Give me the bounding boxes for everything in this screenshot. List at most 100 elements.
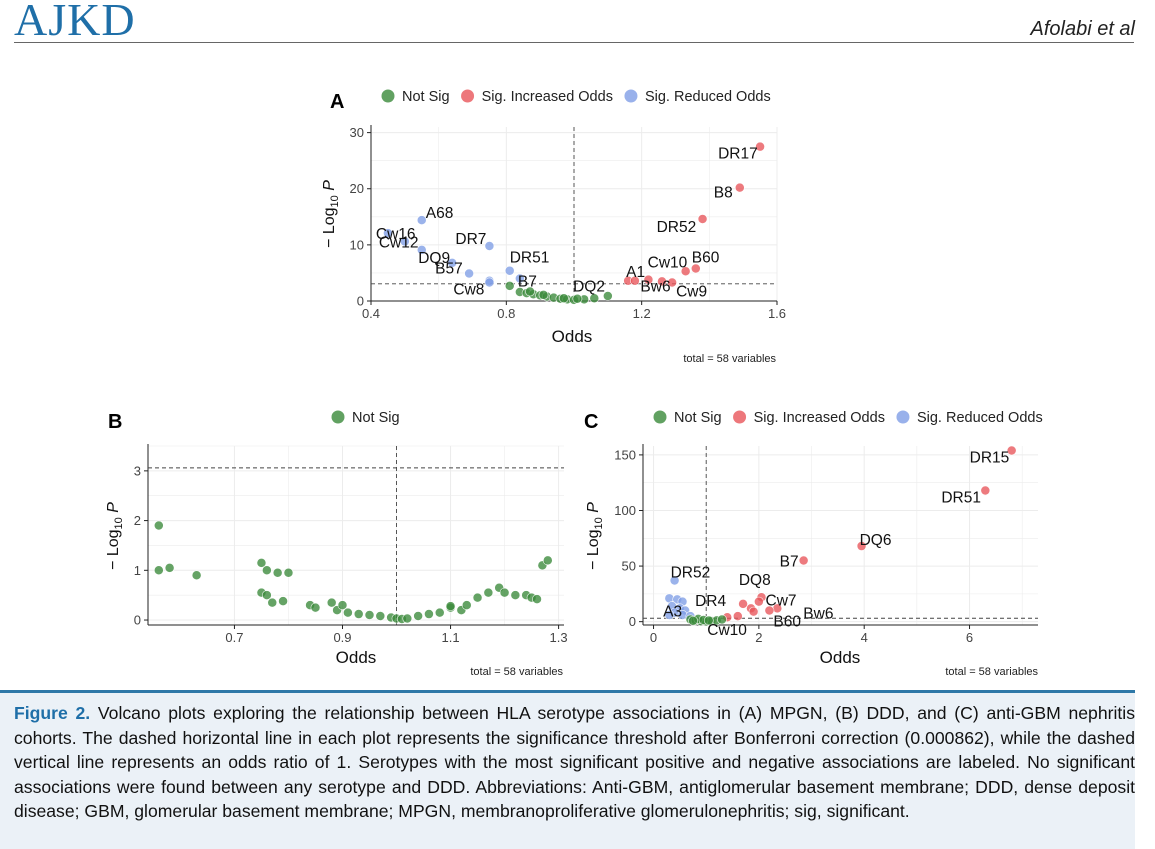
panel-a-point-label-dq9: DQ9 <box>418 250 450 267</box>
panel-b-data-point-41 <box>445 601 456 612</box>
panel-b-data-point-19 <box>364 610 375 621</box>
panel-a-point-label-dr52: DR52 <box>657 219 697 236</box>
panel-a-point-label-b8: B8 <box>714 185 733 202</box>
panel-a-x-tick-label-2: 1.2 <box>633 306 651 321</box>
panel-b-total-note: total = 58 variables <box>470 666 563 678</box>
panel-a-point-label-dr17: DR17 <box>718 146 758 163</box>
panel-a-y-tick-label-1: 10 <box>350 237 364 252</box>
panel-a-total-note: total = 58 variables <box>683 353 776 365</box>
panel-a-data-point-1 <box>734 182 745 193</box>
panel-c-data-point-10 <box>764 605 775 616</box>
panel-a-data-point-16 <box>504 265 515 276</box>
panel-a-point-label-a1: A1 <box>626 264 645 281</box>
author-running-head: Afolabi et al <box>1030 18 1135 40</box>
panel-b-x-tick-label-0: 0.7 <box>225 630 243 645</box>
panel-c-x-tick-label-1: 2 <box>755 630 762 645</box>
panel-a-x-tick-label-1: 0.8 <box>497 306 515 321</box>
panel-b-data-point-5 <box>261 565 272 576</box>
panel-a-point-label-dq2: DQ2 <box>573 278 605 295</box>
panel-c-point-label-dr15: DR15 <box>970 449 1010 466</box>
panel-c-data-point-6 <box>738 598 749 609</box>
panel-c-x-tick-label-0: 0 <box>650 630 657 645</box>
panel-c-point-label-dq6: DQ6 <box>860 532 892 549</box>
panel-b-data-point-14 <box>326 597 337 608</box>
panel-b-data-point-31 <box>472 592 483 603</box>
panel-c-data-point-30 <box>717 614 727 625</box>
panel-c-y-tick-label-0: 0 <box>629 614 636 629</box>
panel-b-x-axis-title: Odds <box>336 648 377 667</box>
panel-b-y-tick-label-0: 0 <box>134 613 141 628</box>
caption-text: Volcano plots exploring the relationship… <box>14 703 1135 821</box>
panel-c-legend-marker-1 <box>733 410 747 424</box>
panel-b-data-point-6 <box>272 567 283 578</box>
panel-b-data-point-38 <box>532 594 542 605</box>
panel-a-point-label-b7: B7 <box>518 274 537 291</box>
panel-b-x-tick-label-2: 1.1 <box>442 630 460 645</box>
panel-a-data-point-19 <box>464 268 475 279</box>
panel-a-point-label-cw12: Cw12 <box>379 235 419 252</box>
panel-c-point-label-b7: B7 <box>780 554 799 571</box>
panel-b-data-point-26 <box>423 609 434 620</box>
panel-c-data-point-21 <box>664 610 675 620</box>
panel-a-x-tick-label-0: 0.4 <box>362 306 380 321</box>
panel-b-y-axis-title: − Log10 P <box>105 502 125 570</box>
panel-a-legend-label-2: Sig. Reduced Odds <box>645 89 771 105</box>
panel-a-point-label-a68: A68 <box>426 205 454 222</box>
panel-a-data-point-13 <box>416 244 427 255</box>
panel-c-y-tick-label-1: 50 <box>622 559 636 574</box>
panel-b-data-point-0 <box>153 520 164 531</box>
panel-a-data-point-15 <box>447 257 458 268</box>
panel-c-legend-label-2: Sig. Reduced Odds <box>917 410 1043 426</box>
panel-c-data-point-3 <box>798 555 809 566</box>
panel-a-point-label-b60: B60 <box>692 249 720 266</box>
panel-b-data-point-40 <box>542 555 553 566</box>
panel-c-data-point-9 <box>748 606 759 617</box>
panel-b-data-point-4 <box>256 557 267 568</box>
panel-a-point-label-cw10: Cw10 <box>648 254 688 271</box>
panel-a-data-point-36 <box>572 293 583 304</box>
panel-c-point-label-dr52: DR52 <box>671 565 711 582</box>
panel-c-point-label-cw7: Cw7 <box>766 593 797 610</box>
panel-a-data-point-2 <box>697 214 708 225</box>
panel-a-grid <box>370 127 778 302</box>
panel-b-data-point-3 <box>191 570 202 581</box>
panel-a-point-label-dr7: DR7 <box>455 231 486 248</box>
panel-b-data-point-35 <box>510 590 521 601</box>
panel-a-points <box>382 141 766 305</box>
panel-a-data-point-11 <box>382 228 393 239</box>
panel-a-data-point-37 <box>558 293 569 304</box>
panel-b-data-point-11 <box>278 596 289 607</box>
panel-a-legend-label-0: Not Sig <box>402 89 450 105</box>
panel-b-data-point-24 <box>402 613 413 624</box>
panel-c-y-axis-title: − Log10 P <box>585 502 605 570</box>
panel-c-data-point-13 <box>669 575 680 586</box>
panel-c-point-label-a3: A3 <box>663 604 682 621</box>
panel-c-total-note: total = 58 variables <box>945 666 1038 678</box>
panel-b-data-point-7 <box>283 567 294 578</box>
panel-b-y-tick-label-1: 1 <box>134 563 141 578</box>
panel-a-data-point-6 <box>657 276 667 287</box>
panel-c-point-label-dq8: DQ8 <box>739 572 771 589</box>
panel-a-y-tick-label-0: 0 <box>357 294 364 309</box>
panel-c-x-tick-label-3: 6 <box>966 630 973 645</box>
panel-b-x-tick-label-3: 1.3 <box>550 630 568 645</box>
panel-a-y-axis-title: − Log10 P <box>321 180 341 248</box>
panel-c-y-tick-label-2: 100 <box>614 503 636 518</box>
panel-c-x-tick-label-2: 4 <box>861 630 868 645</box>
panel-a-data-point-21 <box>504 280 515 291</box>
panel-a-x-axis-title: Odds <box>552 327 593 346</box>
volcano-plot-a: A Not Sig Sig. Increased Odds Sig. Reduced … <box>321 89 786 365</box>
panel-a-legend-marker-2 <box>624 89 638 103</box>
panel-b-data-point-17 <box>342 607 353 618</box>
panel-a-point-label-cw16: Cw16 <box>376 226 416 243</box>
panel-a-data-point-20 <box>484 277 495 288</box>
panel-c-data-point-34 <box>688 615 698 626</box>
panel-a-data-point-4 <box>680 266 691 277</box>
panel-b-data-point-20 <box>375 611 386 621</box>
panel-a-data-point-35 <box>538 289 549 300</box>
panel-c-y-tick-label-3: 150 <box>614 447 636 462</box>
panel-a-data-point-0 <box>755 141 766 152</box>
panel-a-data-point-34 <box>525 286 535 297</box>
panel-c-point-label-bw6: Bw6 <box>803 605 833 622</box>
panel-a-legend-label-1: Sig. Increased Odds <box>482 89 613 105</box>
